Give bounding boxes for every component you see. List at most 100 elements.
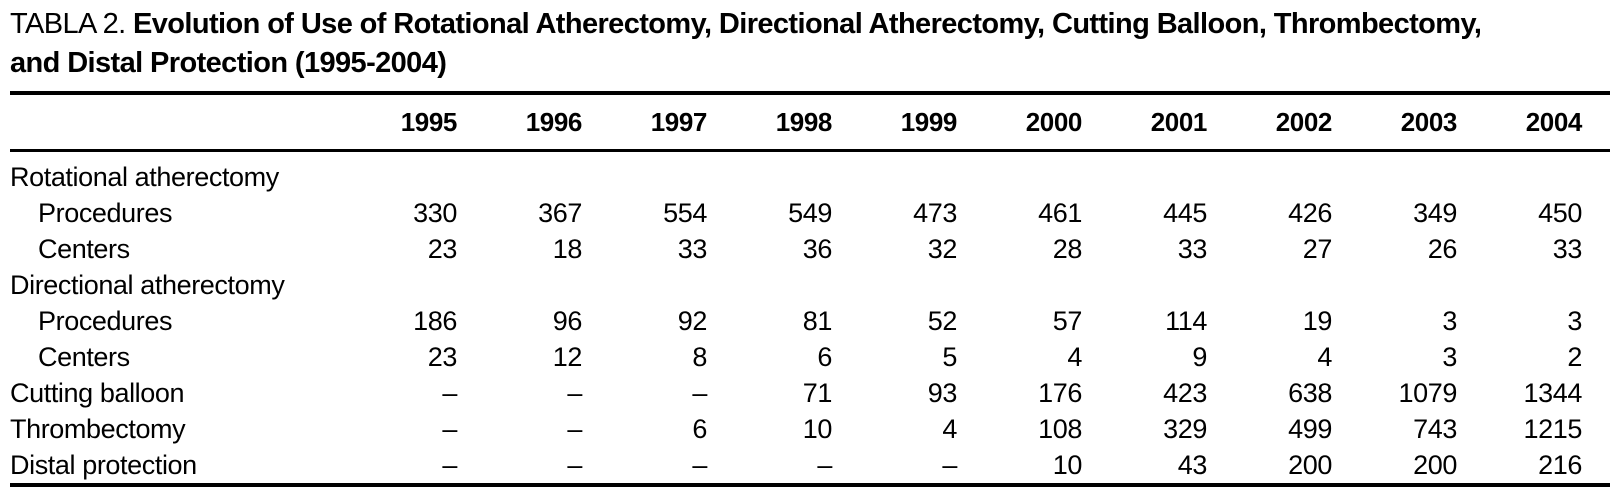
row-label: Thrombectomy (10, 414, 186, 444)
value-cell: 6 (817, 342, 832, 372)
value-cell: 19 (1302, 306, 1333, 336)
value-cell (860, 267, 985, 303)
value-cell: 23 (427, 234, 458, 264)
value-cell: 1344 (1523, 378, 1583, 408)
year-header: 1999 (900, 107, 958, 137)
value-cell: 200 (1413, 450, 1457, 480)
row-label: Rotational atherectomy (10, 162, 279, 192)
value-cell: 423 (1163, 378, 1207, 408)
value-cell (985, 267, 1110, 303)
row-label: Distal protection (10, 450, 197, 480)
value-cell: 367 (538, 198, 582, 228)
value-cell: 33 (1177, 234, 1208, 264)
value-cell (860, 151, 985, 196)
value-cell (735, 267, 860, 303)
value-cell: 1215 (1523, 414, 1583, 444)
value-cell: 186 (413, 306, 457, 336)
value-cell: 32 (927, 234, 958, 264)
value-cell (1485, 151, 1610, 196)
value-cell: 9 (1192, 342, 1207, 372)
value-cell: 4 (942, 414, 957, 444)
row-label: Cutting balloon (10, 378, 185, 408)
value-cell: 743 (1413, 414, 1457, 444)
value-cell: 330 (413, 198, 457, 228)
value-cell (610, 267, 735, 303)
value-cell (1235, 267, 1360, 303)
value-cell: 108 (1038, 414, 1082, 444)
header-row: 1995 1996 1997 1998 1999 2000 2001 2002 2003 2004 (10, 93, 1610, 151)
value-cell (1110, 267, 1235, 303)
value-cell: 349 (1413, 198, 1457, 228)
value-cell: 4 (1317, 342, 1332, 372)
value-cell: – (442, 414, 457, 444)
year-header: 1998 (775, 107, 833, 137)
value-cell: – (692, 450, 707, 480)
table-title-line2: and Distal Protection (1995-2004) (10, 47, 447, 79)
row-label: Procedures (38, 306, 173, 336)
year-header: 2004 (1525, 107, 1583, 137)
empty-corner-cell (10, 93, 360, 151)
value-cell: – (567, 414, 582, 444)
value-cell (360, 267, 485, 303)
value-cell: 638 (1288, 378, 1332, 408)
value-cell: 445 (1163, 198, 1207, 228)
value-cell: 93 (927, 378, 958, 408)
value-cell: 114 (1165, 306, 1207, 336)
value-cell: 10 (802, 414, 833, 444)
value-cell: 549 (788, 198, 832, 228)
value-cell: 12 (552, 342, 583, 372)
value-cell: 3 (1442, 306, 1457, 336)
table-row: Centers 23 12 8 6 5 4 9 4 3 2 (10, 339, 1610, 375)
value-cell: 96 (552, 306, 583, 336)
value-cell: 23 (427, 342, 458, 372)
year-header: 1996 (525, 107, 583, 137)
year-header: 2003 (1400, 107, 1458, 137)
table-number: TABLA 2. (10, 8, 126, 40)
value-cell: 36 (802, 234, 833, 264)
value-cell (485, 151, 610, 196)
year-header: 2000 (1025, 107, 1083, 137)
table-row: Cutting balloon – – – 71 93 176 423 638 1079 1344 (10, 375, 1610, 411)
table-row: Procedures 186 96 92 81 52 57 114 19 3 3 (10, 303, 1610, 339)
value-cell: 43 (1177, 450, 1208, 480)
value-cell: 473 (913, 198, 957, 228)
row-label: Directional atherectomy (10, 270, 285, 300)
value-cell: – (942, 450, 957, 480)
year-header: 1997 (650, 107, 708, 137)
row-label: Procedures (38, 198, 173, 228)
value-cell (1485, 267, 1610, 303)
value-cell: 10 (1052, 450, 1083, 480)
value-cell: 426 (1288, 198, 1332, 228)
value-cell: 33 (1552, 234, 1583, 264)
value-cell (360, 151, 485, 196)
row-label: Centers (38, 342, 130, 372)
value-cell: 5 (942, 342, 957, 372)
table-title-line1: Evolution of Use of Rotational Atherecto… (133, 8, 1482, 40)
value-cell: 499 (1288, 414, 1332, 444)
value-cell: 92 (677, 306, 708, 336)
value-cell: 81 (802, 306, 833, 336)
table-row: Centers 23 18 33 36 32 28 33 27 26 33 (10, 231, 1610, 267)
value-cell (610, 151, 735, 196)
table-title: TABLA 2. Evolution of Use of Rotational … (10, 5, 1614, 83)
value-cell: 8 (692, 342, 707, 372)
value-cell: 329 (1163, 414, 1207, 444)
year-header: 1995 (400, 107, 458, 137)
value-cell: – (817, 450, 832, 480)
value-cell: 176 (1038, 378, 1082, 408)
value-cell: 461 (1038, 198, 1082, 228)
value-cell: – (692, 378, 707, 408)
value-cell: 554 (663, 198, 707, 228)
value-cell: 71 (802, 378, 833, 408)
value-cell: 18 (552, 234, 583, 264)
value-cell: – (567, 450, 582, 480)
row-label: Centers (38, 234, 130, 264)
value-cell: 3 (1442, 342, 1457, 372)
table-row: Procedures 330 367 554 549 473 461 445 426 349 450 (10, 195, 1610, 231)
value-cell: 27 (1302, 234, 1333, 264)
value-cell: 4 (1067, 342, 1082, 372)
value-cell: 1079 (1398, 378, 1458, 408)
value-cell: – (442, 378, 457, 408)
value-cell: – (567, 378, 582, 408)
